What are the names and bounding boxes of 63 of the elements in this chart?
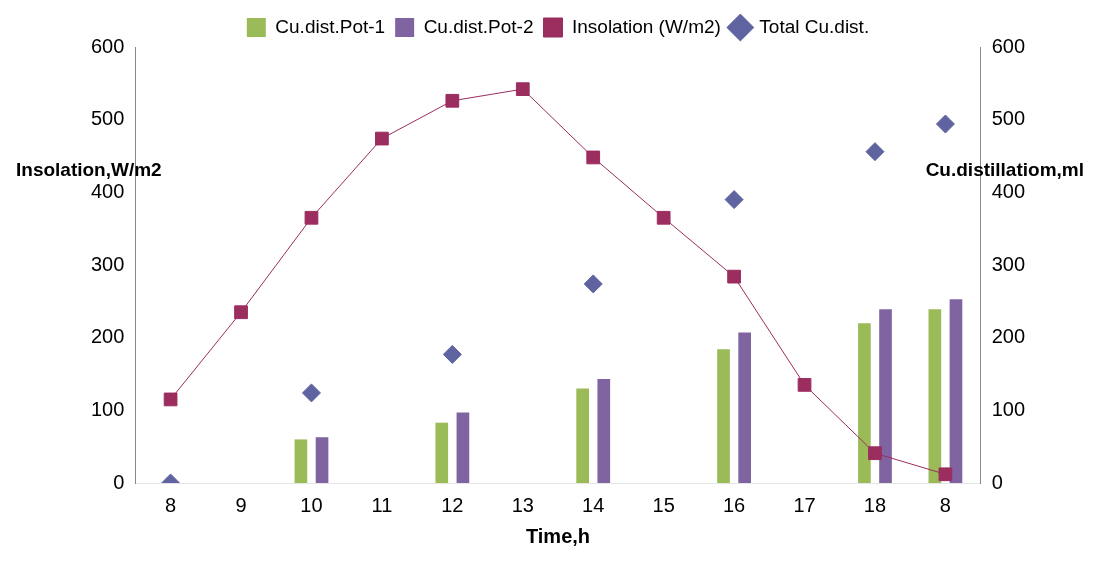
x-tick-label: 12 bbox=[441, 493, 464, 516]
point bbox=[234, 305, 248, 320]
legend-label: Total Cu.dist. bbox=[759, 15, 870, 37]
y2-tick-label: 100 bbox=[991, 397, 1026, 420]
y2-tick-label: 300 bbox=[991, 252, 1026, 275]
x-tick-label: 9 bbox=[235, 493, 247, 516]
y2-tick-label: 0 bbox=[991, 470, 1003, 493]
point bbox=[656, 210, 671, 225]
point bbox=[724, 190, 744, 210]
point bbox=[868, 446, 882, 461]
y-axis-title: Insolation,W/m2 bbox=[16, 158, 162, 180]
bar bbox=[576, 388, 589, 483]
point bbox=[586, 150, 601, 165]
y-tick-label: 300 bbox=[90, 252, 125, 275]
point bbox=[583, 274, 603, 294]
point bbox=[375, 131, 389, 146]
bar bbox=[435, 422, 449, 483]
bar bbox=[717, 349, 730, 483]
y-tick-label: 200 bbox=[90, 325, 125, 348]
bar bbox=[294, 439, 308, 483]
x-tick-label: 16 bbox=[722, 493, 746, 516]
y-tick-label: 0 bbox=[113, 470, 125, 493]
point bbox=[515, 82, 530, 97]
bar bbox=[949, 299, 963, 483]
point bbox=[797, 378, 812, 392]
point bbox=[938, 467, 953, 482]
x-tick-label: 8 bbox=[939, 493, 951, 516]
bar bbox=[456, 412, 470, 483]
point bbox=[163, 392, 178, 407]
point bbox=[935, 114, 955, 134]
bar bbox=[597, 379, 611, 483]
y2-tick-label: 500 bbox=[991, 107, 1026, 130]
bar bbox=[738, 332, 751, 483]
x-tick-label: 10 bbox=[300, 493, 323, 516]
y-tick-label: 100 bbox=[90, 397, 125, 420]
point bbox=[445, 93, 460, 108]
legend-label: Insolation (W/m2) bbox=[571, 15, 721, 37]
y2-tick-label: 200 bbox=[991, 325, 1026, 348]
legend-label: Cu.dist.Pot-2 bbox=[423, 15, 534, 37]
bar bbox=[858, 323, 871, 483]
x-tick-label: 8 bbox=[165, 493, 177, 516]
point bbox=[442, 344, 462, 364]
x-tick-label: 17 bbox=[793, 493, 816, 516]
y-tick-label: 600 bbox=[90, 34, 125, 57]
y-tick-label: 500 bbox=[90, 107, 125, 130]
y2-tick-label: 400 bbox=[991, 179, 1026, 202]
legend-label: Cu.dist.Pot-1 bbox=[275, 15, 386, 37]
point bbox=[865, 142, 885, 162]
bar bbox=[315, 437, 329, 483]
y-tick-label: 400 bbox=[90, 179, 125, 202]
y2-axis-title: Cu.distillatiom,ml bbox=[925, 158, 1084, 180]
x-tick-label: 13 bbox=[511, 493, 534, 516]
x-tick-label: 11 bbox=[371, 493, 393, 516]
x-axis-title: Time,h bbox=[525, 524, 591, 547]
x-tick-label: 14 bbox=[582, 493, 605, 516]
point bbox=[727, 269, 741, 284]
point bbox=[301, 383, 321, 403]
x-tick-label: 18 bbox=[863, 493, 887, 516]
bar bbox=[879, 309, 892, 483]
x-tick-label: 15 bbox=[652, 493, 675, 516]
point bbox=[304, 210, 319, 225]
bar bbox=[928, 309, 942, 483]
y2-tick-label: 600 bbox=[991, 34, 1026, 57]
